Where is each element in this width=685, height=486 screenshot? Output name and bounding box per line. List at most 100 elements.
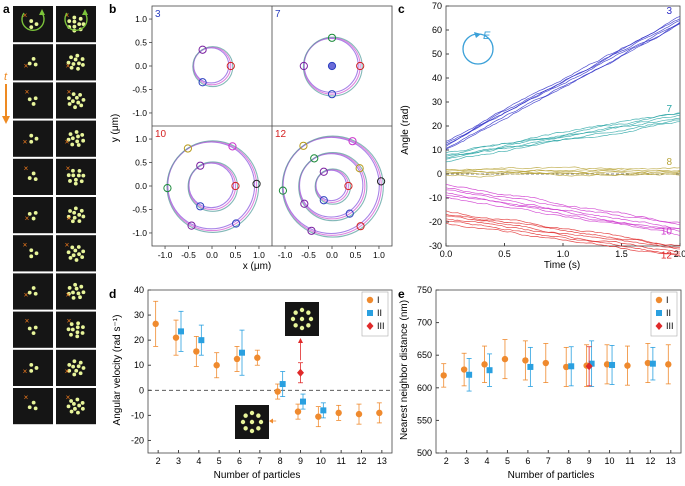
series-line [445,196,681,236]
particle [27,176,32,180]
particle [68,255,73,260]
image-frame [56,273,96,310]
particle-marker [327,90,337,99]
particle [81,173,86,178]
y-tick-label: 20 [134,335,144,345]
particle [78,92,82,97]
particle [29,19,34,23]
y-tick-label: 10 [432,145,442,155]
y-tick-label: 600 [417,383,432,393]
y-tick-label: 40 [432,73,442,83]
particle-marker [228,142,237,151]
thumbnail-particle [258,419,264,425]
y-tick-label: 0 [437,169,442,179]
image-frame [56,44,96,81]
particle [70,327,75,332]
tracked-marker: × [23,11,28,20]
y-tick-label: -30 [429,241,442,251]
x-tick-label: 4 [485,456,490,466]
x-tick-label: 9 [298,456,303,466]
particle [71,173,76,178]
thumbnail-particle [306,310,311,315]
panel-c-ylabel: Angle (rad) [400,105,411,154]
series-line [445,117,681,159]
rotation-arrowhead [82,9,88,15]
data-point [466,371,473,378]
particle [69,332,73,337]
subplot-tag: 10 [155,129,167,140]
series-line [445,189,681,230]
x-tick-label: 1.0 [373,250,385,260]
particle [69,322,74,327]
particle-marker [198,45,207,54]
particle [29,254,34,259]
x-tick-label: 8 [278,456,283,466]
data-point [233,355,241,363]
particle [75,330,80,335]
series-label: 10 [661,227,673,238]
legend-marker [366,296,374,304]
panel-label-d: d [109,287,116,301]
image-frame [56,197,96,234]
particle [81,366,86,370]
particle [71,295,76,300]
series-line [445,16,681,142]
tracked-marker: × [65,11,70,20]
series-line [445,220,681,255]
data-point [649,360,656,367]
particle [78,16,83,21]
time-arrow [2,84,10,124]
particle [70,219,75,224]
data-point [355,410,363,418]
x-tick-label: -1.0 [158,250,173,260]
particle [34,22,39,26]
thumbnail-particle [293,310,298,315]
trajectory-ring [302,36,363,97]
panel-label-b: b [109,2,116,16]
x-tick-label: 12 [356,456,366,466]
particle [80,133,85,137]
image-frame [56,235,96,272]
particle [73,57,78,62]
particle [69,409,74,414]
particle [73,206,78,211]
tracked-marker: × [66,164,71,173]
particle-marker [198,78,207,87]
data-point [624,362,631,369]
particle-marker [196,161,205,170]
particle [72,372,77,377]
particle [74,368,79,373]
tracked-marker: × [65,240,70,249]
y-tick-label: 500 [417,448,432,458]
y-tick-label: 0.0 [135,61,147,71]
data-point [486,367,493,374]
panel-label-e: e [398,287,405,301]
x-tick-label: 0.5 [350,250,362,260]
image-frame [56,120,96,157]
particle-marker [278,186,288,195]
particle [33,406,38,411]
particle-marker [232,219,241,228]
particle [78,295,82,300]
particle [76,410,80,415]
panel-label-a: a [3,2,10,16]
tracked-marker: × [66,61,71,70]
particle [66,250,71,255]
particle [72,24,77,29]
x-tick-label: 13 [377,456,387,466]
y-tick-label: -1.0 [132,108,147,118]
series-line [445,166,681,171]
series-line [445,170,681,174]
particle [73,282,78,287]
x-tick-label: 6 [237,456,242,466]
x-tick-label: 4 [196,456,201,466]
x-tick-label: 0.0 [206,250,218,260]
particle [81,22,86,26]
particle [76,291,81,296]
particle [29,248,34,253]
particle [76,173,81,178]
x-tick-label: -0.5 [301,250,316,260]
y-tick-label: -0.5 [132,204,147,214]
particle-marker [355,164,364,173]
image-frame [13,388,53,425]
